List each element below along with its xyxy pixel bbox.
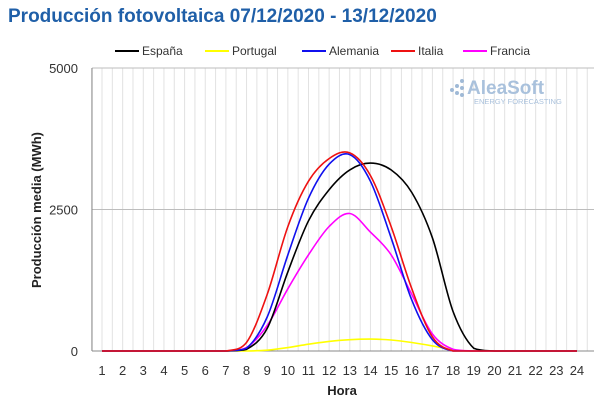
x-tick-label: 23 — [549, 363, 563, 378]
x-axis-label: Hora — [327, 383, 357, 398]
y-tick-label: 2500 — [49, 203, 78, 218]
y-tick-label: 5000 — [49, 61, 78, 76]
legend-item-espana: España — [115, 44, 183, 58]
x-tick-label: 13 — [343, 363, 357, 378]
grid — [91, 67, 594, 351]
x-tick-label: 7 — [222, 363, 229, 378]
y-axis-label: Producción media (MWh) — [29, 132, 44, 288]
x-tick-label: 19 — [466, 363, 480, 378]
legend-label: Alemania — [329, 44, 379, 58]
x-tick-label: 12 — [322, 363, 336, 378]
x-tick-label: 17 — [425, 363, 439, 378]
series-line-italia — [101, 151, 577, 352]
x-tick-label: 22 — [528, 363, 542, 378]
legend-item-alemania: Alemania — [302, 44, 379, 58]
legend-label: España — [142, 44, 183, 58]
legend-label: Italia — [418, 44, 444, 58]
x-tick-label: 16 — [405, 363, 419, 378]
x-tick-label: 8 — [243, 363, 250, 378]
legend-item-italia: Italia — [391, 44, 444, 58]
watermark-tagline: ENERGY FORECASTING — [474, 97, 562, 106]
x-tick-label: 11 — [302, 363, 316, 378]
x-tick-label: 20 — [487, 363, 501, 378]
legend-label: Francia — [490, 44, 530, 58]
watermark: AleaSoft ENERGY FORECASTING — [450, 78, 562, 106]
series-lines — [101, 151, 577, 352]
chart-title: Producción fotovoltaica 07/12/2020 - 13/… — [8, 6, 437, 27]
legend-label: Portugal — [232, 44, 277, 58]
x-tick-label: 10 — [281, 363, 295, 378]
x-tick-label: 4 — [160, 363, 167, 378]
x-tick-label: 3 — [140, 363, 147, 378]
y-tick-label: 0 — [71, 344, 78, 359]
legend-item-francia: Francia — [463, 44, 530, 58]
x-tick-label: 2 — [119, 363, 126, 378]
aleasoft-logo-icon — [450, 79, 464, 97]
x-tick-label: 15 — [384, 363, 398, 378]
watermark-brand: AleaSoft — [467, 78, 545, 99]
x-tick-label: 5 — [181, 363, 188, 378]
x-tick-label: 1 — [98, 363, 105, 378]
x-tick-label: 14 — [363, 363, 377, 378]
x-tick-label: 18 — [446, 363, 460, 378]
x-tick-label: 9 — [264, 363, 271, 378]
x-tick-label: 21 — [508, 363, 522, 378]
x-tick-label: 6 — [202, 363, 209, 378]
x-tick-label: 24 — [570, 363, 584, 378]
legend: España Portugal Alemania Italia Francia — [115, 44, 530, 58]
legend-item-portugal: Portugal — [205, 44, 277, 58]
